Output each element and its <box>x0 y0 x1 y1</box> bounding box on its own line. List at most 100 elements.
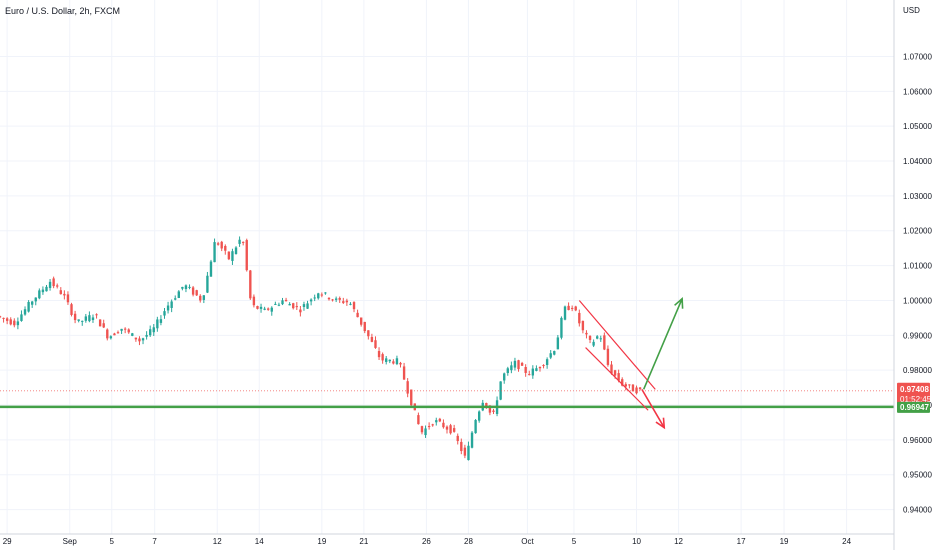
candle-body <box>267 308 270 310</box>
candle-body <box>170 301 173 308</box>
candle-body <box>188 286 191 288</box>
support-price-label: 0.96947 <box>900 403 929 412</box>
price-tick-label: 0.98000 <box>903 366 932 375</box>
candle-body <box>131 333 134 336</box>
candle-body <box>442 422 445 428</box>
candle-body <box>113 333 116 336</box>
candle-body <box>299 309 302 313</box>
candle-body <box>545 359 549 366</box>
channel-lower-line[interactable] <box>585 347 649 411</box>
candle-body <box>66 294 70 303</box>
candle-body <box>567 305 570 311</box>
candle-body <box>628 384 631 386</box>
candle-body <box>106 329 109 339</box>
candle-body <box>306 303 309 309</box>
candle-body <box>445 426 449 430</box>
candle-body <box>603 335 606 350</box>
candle-body <box>385 358 388 362</box>
support-price-badge <box>897 401 930 413</box>
candle-body <box>456 435 459 442</box>
candle-body <box>213 242 216 263</box>
candle-body <box>249 270 252 299</box>
candle-body <box>95 314 98 316</box>
price-tick-label: 1.05000 <box>903 122 932 131</box>
candle-body <box>91 317 95 321</box>
candle-body <box>259 306 263 309</box>
candle-body <box>123 328 127 330</box>
candle-body <box>302 304 306 307</box>
candle-body <box>309 299 313 302</box>
candle-body <box>477 411 481 421</box>
chart-title: Euro / U.S. Dollar, 2h, FXCM <box>5 6 120 16</box>
candle-body <box>570 307 574 309</box>
candle-body <box>377 351 381 358</box>
candle-body <box>395 358 399 365</box>
candle-body <box>220 241 223 249</box>
candle-body <box>402 366 406 380</box>
candle-body <box>231 251 234 261</box>
candle-body <box>638 387 642 390</box>
candle-body <box>431 424 434 426</box>
candle-body <box>16 321 20 326</box>
candle-body <box>420 426 424 433</box>
candle-body <box>313 297 316 299</box>
candle-body <box>134 337 138 340</box>
candle-body <box>324 292 327 294</box>
candle-body <box>427 426 431 428</box>
drawings-group[interactable] <box>0 297 894 430</box>
candle-body <box>556 337 560 350</box>
arrow-up-line[interactable] <box>642 298 683 390</box>
candle-body <box>531 368 535 376</box>
candle-body <box>367 330 370 337</box>
candle-body <box>9 319 12 325</box>
channel-upper-line[interactable] <box>578 300 656 390</box>
candle-body <box>596 336 599 339</box>
time-tick-label: 28 <box>464 537 473 546</box>
price-tick-label: 1.00000 <box>903 296 932 305</box>
candle-body <box>621 379 624 386</box>
candle-body <box>585 332 588 335</box>
time-tick-label: 17 <box>737 537 746 546</box>
time-axis[interactable]: 29 Sep 5 7 12 14 19 21 26 28 Oct 5 10 12 17 19 24 <box>3 537 852 546</box>
candle-body <box>406 381 409 394</box>
candle-body <box>88 315 91 322</box>
candle-body <box>209 261 213 277</box>
price-tick-label: 1.07000 <box>903 52 932 61</box>
candle-body <box>517 360 520 370</box>
candle-body <box>177 291 180 298</box>
current-price-label: 0.97408 <box>900 385 929 394</box>
time-tick-label: 12 <box>213 537 222 546</box>
candle-body <box>345 300 349 303</box>
candle-body <box>334 298 338 300</box>
candle-body <box>295 306 298 308</box>
price-tick-label: 0.95000 <box>903 471 932 480</box>
candle-body <box>474 420 477 434</box>
candle-body <box>206 275 209 293</box>
candle-body <box>163 311 166 316</box>
candle-body <box>599 338 602 340</box>
candle-body <box>30 301 34 305</box>
candle-body <box>592 341 595 346</box>
arrow-down-line[interactable] <box>641 388 665 429</box>
candle-body <box>581 320 585 331</box>
candle-body <box>635 387 638 394</box>
current-price-badge <box>897 382 930 405</box>
candle-body <box>381 354 384 361</box>
candle-body <box>528 374 531 376</box>
candle-body <box>485 403 488 407</box>
candle-body <box>613 370 617 376</box>
candle-body <box>417 415 420 425</box>
candle-body <box>5 318 9 321</box>
countdown-label: 01:52:45 <box>900 395 932 404</box>
candle-body <box>159 319 163 323</box>
candle-body <box>34 297 37 302</box>
candle-body <box>141 338 145 341</box>
candle-body <box>342 301 345 303</box>
candle-body <box>145 334 148 337</box>
candle-body <box>81 320 84 322</box>
candle-body <box>48 281 52 288</box>
time-tick-label: 21 <box>359 537 368 546</box>
candle-body <box>610 364 613 374</box>
